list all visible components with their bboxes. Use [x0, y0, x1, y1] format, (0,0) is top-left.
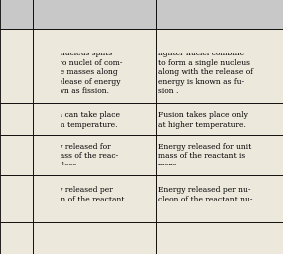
Text: 2.: 2. — [12, 115, 21, 124]
Text: Nuclear fission: Nuclear fission — [54, 11, 134, 20]
Text: 1.: 1. — [12, 62, 21, 71]
Text: Can be controlled: Can be controlled — [35, 234, 103, 242]
Bar — [0, 176, 33, 222]
Text: Energy released per
nucleon of the reactant
nucleus is less.: Energy released per nucleon of the react… — [35, 185, 124, 212]
Bar — [33, 222, 156, 254]
Bar — [33, 104, 156, 136]
Bar — [156, 176, 283, 222]
Text: Nuclear fusion: Nuclear fusion — [180, 11, 258, 20]
Text: Energy released per nu-
cleon of the reactant nu-
clei is more.: Energy released per nu- cleon of the rea… — [158, 185, 252, 212]
Text: A process in which two
lighter nuclei combine
to form a single nucleus
along wit: A process in which two lighter nuclei co… — [158, 39, 253, 95]
Bar — [0, 136, 33, 176]
Text: 3.: 3. — [12, 151, 21, 160]
Bar — [156, 104, 283, 136]
Text: Fusion takes place only
at higher temperature.: Fusion takes place only at higher temper… — [158, 111, 248, 129]
Bar — [156, 30, 283, 104]
Text: A process in which
heavy nucleus splits
into two nuclei of com-
parable masses a: A process in which heavy nucleus splits … — [35, 39, 122, 95]
Text: S.
No.: S. No. — [7, 5, 25, 25]
Bar — [0, 104, 33, 136]
Bar — [0, 30, 33, 104]
Text: Energy released for unit
mass of the reactant is
more.: Energy released for unit mass of the rea… — [158, 142, 251, 169]
Bar — [0, 0, 33, 30]
Bar — [156, 0, 283, 30]
Text: Cannot be controlled: Cannot be controlled — [158, 234, 239, 242]
Bar — [33, 0, 156, 30]
Text: Energy released for
unit mass of the reac-
tant is less.: Energy released for unit mass of the rea… — [35, 142, 118, 169]
Bar — [156, 222, 283, 254]
Text: 4.: 4. — [12, 194, 21, 203]
Bar — [33, 136, 156, 176]
Text: Fission can take place
at room temperature.: Fission can take place at room temperatu… — [35, 111, 120, 129]
Bar — [33, 30, 156, 104]
Bar — [33, 176, 156, 222]
Text: 5.: 5. — [12, 234, 21, 243]
Bar — [156, 136, 283, 176]
Bar — [0, 222, 33, 254]
